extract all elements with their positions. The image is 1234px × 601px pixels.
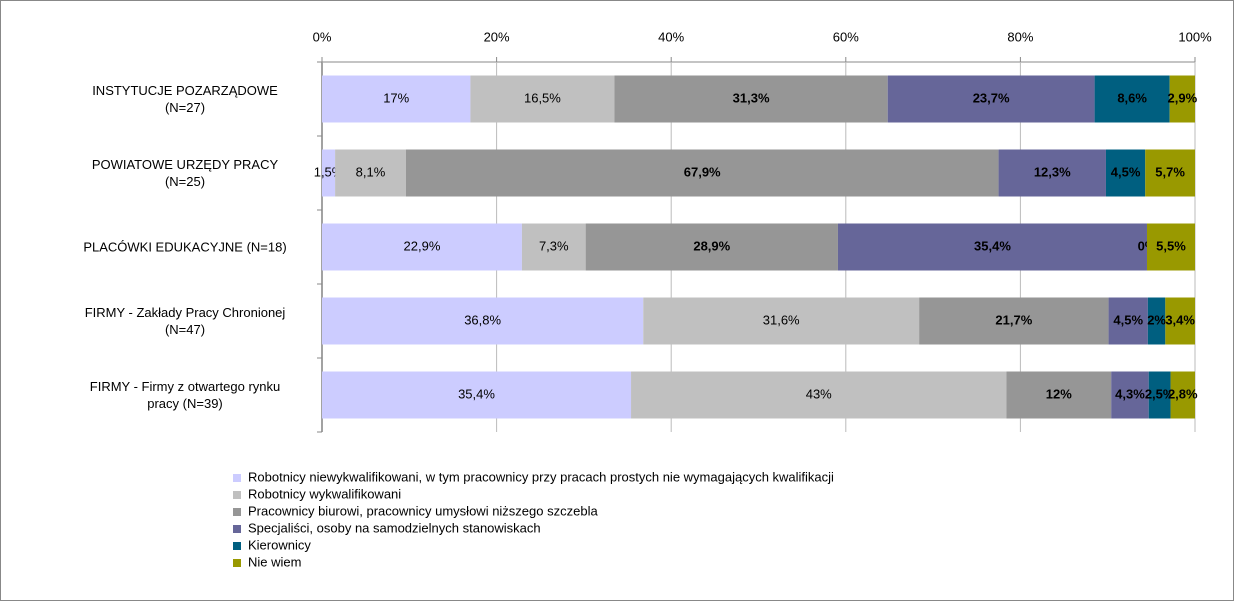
bar-segment — [614, 75, 888, 123]
value-label: 12,3% — [1034, 164, 1071, 179]
value-label: 4,3% — [1115, 386, 1145, 401]
value-label: 35,4% — [974, 238, 1011, 253]
value-label: 7,3% — [539, 238, 569, 253]
x-tick-label: 80% — [1007, 29, 1033, 44]
value-label: 4,5% — [1113, 312, 1143, 327]
bar-segment — [887, 75, 1095, 123]
bar-segment — [998, 149, 1106, 197]
bar-segment — [1006, 371, 1112, 419]
bar-segment — [643, 297, 920, 345]
x-tick-label: 0% — [313, 29, 332, 44]
category-label: POWIATOWE URZĘDY PRACY (N=25) — [91, 157, 279, 189]
value-label: 16,5% — [524, 90, 561, 105]
bar-segment — [1169, 75, 1195, 123]
legend-swatch — [233, 491, 241, 499]
value-label: 2,9% — [1168, 90, 1198, 105]
value-label: 28,9% — [693, 238, 730, 253]
value-label: 3,4% — [1165, 312, 1195, 327]
legend-label: Kierownicy — [248, 537, 311, 552]
category-label: INSTYTUCJE POZARZĄDOWE (N=27) — [92, 83, 278, 115]
legend-swatch — [233, 559, 241, 567]
legend-label: Robotnicy wykwalifikowani — [248, 486, 401, 501]
category-label: FIRMY - Zakłady Pracy Chronionej (N=47) — [84, 305, 286, 337]
bar-segment — [322, 371, 632, 419]
x-tick-label: 60% — [833, 29, 859, 44]
bar-segment — [322, 149, 336, 197]
value-label: 8,1% — [356, 164, 386, 179]
bar-segment — [1108, 297, 1148, 345]
bar-segment — [1165, 297, 1195, 345]
legend-label: Specjaliści, osoby na samodzielnych stan… — [248, 520, 541, 535]
value-label: 17% — [383, 90, 409, 105]
bar-segment — [1111, 371, 1149, 419]
legend-label: Pracownicy biurowi, pracownicy umysłowi … — [248, 503, 598, 518]
bar-segment — [631, 371, 1007, 419]
x-tick-label: 40% — [658, 29, 684, 44]
bar-segment — [1105, 149, 1146, 197]
legend-swatch — [233, 508, 241, 516]
bar-segment — [521, 223, 586, 271]
category-label: FIRMY - Firmy z otwartego rynku pracy (N… — [89, 379, 281, 411]
value-label: 22,9% — [404, 238, 441, 253]
bar-segment — [837, 223, 1147, 271]
value-label: 2% — [1147, 312, 1166, 327]
bar-segment — [1145, 149, 1195, 197]
bar-segment — [322, 297, 644, 345]
x-tick-label: 20% — [484, 29, 510, 44]
value-label: 5,5% — [1156, 238, 1186, 253]
legend-swatch — [233, 525, 241, 533]
bar-segment — [335, 149, 406, 197]
bar-segment — [405, 149, 999, 197]
x-tick-label: 100% — [1178, 29, 1212, 44]
value-label: 31,3% — [733, 90, 770, 105]
category-label: PLACÓWKI EDUKACYJNE (N=18) — [83, 239, 287, 255]
value-label: 43% — [806, 386, 832, 401]
bar-segment — [1148, 371, 1171, 419]
bar-segment — [322, 75, 471, 123]
bar-segment — [919, 297, 1109, 345]
bar-segment — [585, 223, 838, 271]
value-label: 2,8% — [1168, 386, 1198, 401]
legend-label: Nie wiem — [248, 554, 301, 569]
value-label: 21,7% — [995, 312, 1032, 327]
bar-segment — [1094, 75, 1170, 123]
value-label: 12% — [1046, 386, 1072, 401]
value-label: 67,9% — [684, 164, 721, 179]
value-label: 4,5% — [1111, 164, 1141, 179]
value-label: 23,7% — [973, 90, 1010, 105]
legend-label: Robotnicy niewykwalifikowani, w tym prac… — [248, 469, 834, 484]
bar-segment — [1170, 371, 1195, 419]
bar-segment — [1146, 223, 1195, 271]
legend-swatch — [233, 474, 241, 482]
value-label: 8,6% — [1117, 90, 1147, 105]
value-label: 35,4% — [458, 386, 495, 401]
value-label: 2,5% — [1145, 386, 1175, 401]
value-label: 36,8% — [464, 312, 501, 327]
value-label: 5,7% — [1155, 164, 1185, 179]
bar-segment — [1147, 297, 1166, 345]
bar-segment — [322, 223, 522, 271]
bar-segment — [470, 75, 615, 123]
legend-swatch — [233, 542, 241, 550]
value-label: 31,6% — [763, 312, 800, 327]
